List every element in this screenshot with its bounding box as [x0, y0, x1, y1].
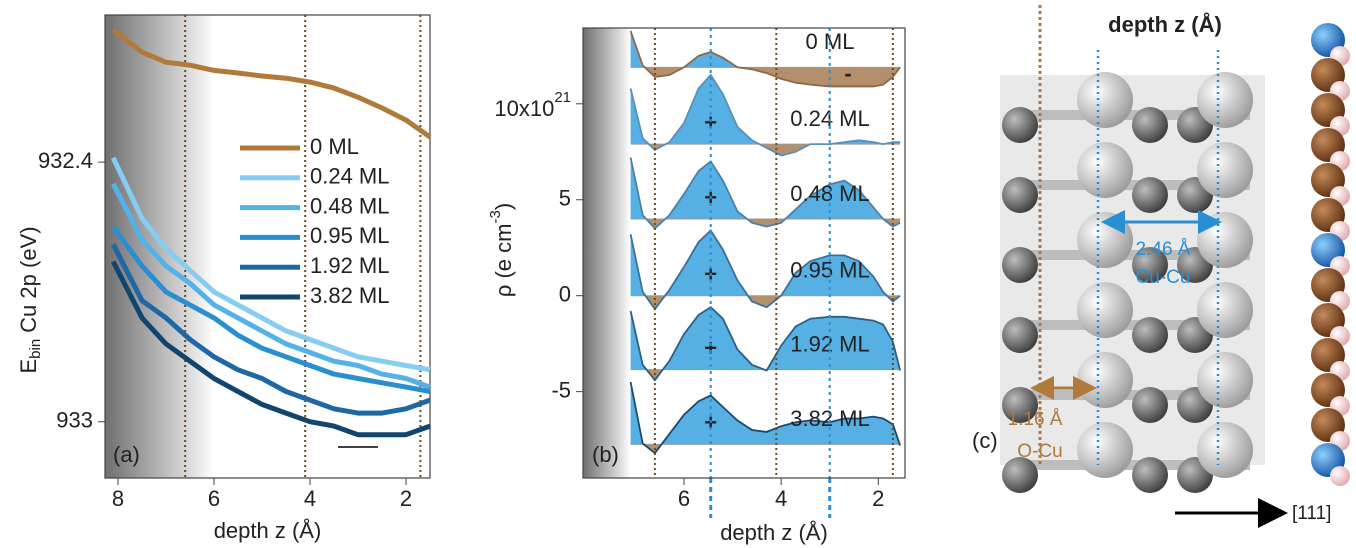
x-tick-label: 8	[112, 486, 124, 511]
legend-label: 0.48 ML	[310, 193, 390, 218]
x-tick-label: 4	[304, 486, 316, 511]
ocu-label: O-Cu	[1017, 441, 1062, 462]
atom-large	[1197, 72, 1253, 128]
cucu-label: Cu-Cu	[1136, 267, 1191, 288]
y-tick-exponent: 21	[554, 89, 571, 106]
panel-label: (b)	[592, 442, 619, 467]
atom-small	[1132, 107, 1168, 143]
atom-small	[1002, 107, 1038, 143]
atom-large	[1197, 212, 1253, 268]
panel-label: (a)	[113, 442, 140, 467]
y-tick-label: 5	[559, 186, 571, 211]
y-axis-label-rest: Cu 2p (eV)	[16, 226, 41, 332]
legend-label: 1.92 ML	[310, 253, 390, 278]
atom-large	[1197, 352, 1253, 408]
charge-sign: +	[704, 335, 717, 360]
x-tick-label: 2	[872, 486, 884, 511]
atom-large	[1077, 142, 1133, 198]
depth-label: depth z (Å)	[1108, 11, 1222, 37]
atom-small	[1132, 177, 1168, 213]
legend-label: 3.82 ML	[310, 283, 390, 308]
atom-small	[1002, 457, 1038, 493]
y-tick-label: 933	[56, 408, 93, 433]
atom-small	[1132, 457, 1168, 493]
y-tick-label: -5	[551, 377, 571, 402]
depth-shade	[105, 15, 214, 478]
panel-b: 0 ML-0.24 ML+0.48 ML+0.95 ML+1.92 ML+3.8…	[487, 28, 905, 545]
atom-small	[1132, 387, 1168, 423]
ocu-distance: 1.16 Å	[1008, 409, 1063, 430]
atom-large	[1197, 142, 1253, 198]
y-tick-label: 0	[559, 282, 571, 307]
y-tick-label: 10x1021	[494, 89, 571, 121]
charge-sign: -	[844, 61, 851, 86]
x-axis-label: depth z (Å)	[720, 520, 828, 545]
atom-small	[1002, 177, 1038, 213]
atom-large	[1197, 282, 1253, 338]
chain-atom-light	[1330, 466, 1350, 486]
cucu-distance: 2.46 Å	[1136, 239, 1191, 260]
x-tick-label: 2	[400, 486, 412, 511]
y-axis-label-sub: bin	[27, 339, 44, 359]
y-tick-label-base: 10x10	[494, 96, 554, 121]
x-tick-label: 6	[208, 486, 220, 511]
legend-label: 0 ML	[310, 134, 359, 159]
atom-small	[1132, 317, 1168, 353]
atom-large	[1077, 352, 1133, 408]
x-axis-label: depth z (Å)	[214, 518, 322, 543]
y-axis-label-end: )	[491, 203, 516, 210]
y-tick-label: 932.4	[38, 148, 93, 173]
atom-small	[1002, 317, 1038, 353]
legend-label: 0.95 ML	[310, 223, 390, 248]
x-tick-label: 6	[678, 486, 690, 511]
legend-label: 0.24 ML	[310, 164, 390, 189]
depth-shade	[583, 28, 631, 478]
figure: 8 6 4 2 932.4 933 depth z (Å) Ebin Cu 2p (eV) (a)…	[0, 0, 1356, 548]
y-axis-label-main: ρ (e cm	[491, 224, 516, 298]
y-axis-label-main: E	[16, 359, 41, 374]
atom-large	[1077, 212, 1133, 268]
y-axis-label: Ebin Cu 2p (eV)	[16, 226, 44, 373]
direction-label: [111]	[1292, 503, 1331, 524]
area-negative	[631, 31, 901, 87]
atom-large	[1077, 282, 1133, 338]
x-tick-label: 4	[775, 486, 787, 511]
atom-large	[1077, 72, 1133, 128]
atom-large	[1077, 422, 1133, 478]
panel-c: depth z (Å) 2.46 Å Cu-Cu 1.16 Å O-Cu (c)…	[972, 5, 1350, 524]
panel-label: (c)	[972, 428, 998, 453]
atom-large	[1197, 422, 1253, 478]
y-axis-label-sup: -3	[487, 210, 504, 223]
atom-small	[1002, 247, 1038, 283]
y-axis-label: ρ (e cm-3)	[487, 203, 516, 297]
panel-a: 8 6 4 2 932.4 933 depth z (Å) Ebin Cu 2p (eV) (a)…	[16, 15, 430, 543]
